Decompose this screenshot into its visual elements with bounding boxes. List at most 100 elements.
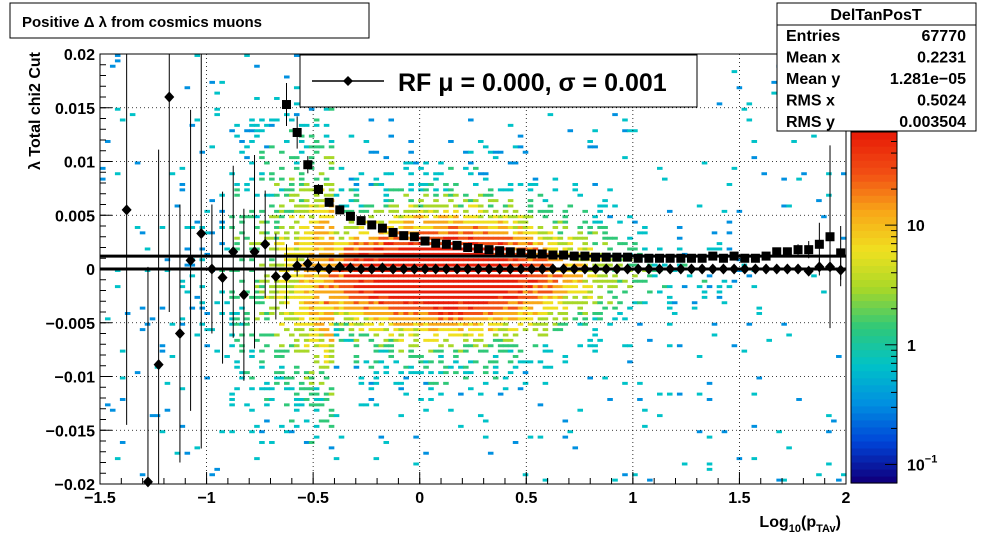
diamond-point bbox=[388, 263, 399, 275]
y-tick-label: −0.015 bbox=[46, 423, 95, 440]
square-point bbox=[697, 253, 707, 263]
diamond-point bbox=[292, 255, 303, 277]
diamond-point bbox=[483, 263, 494, 275]
square-point bbox=[463, 243, 473, 252]
y-tick-label: −0.01 bbox=[55, 370, 96, 387]
diamond-point bbox=[569, 263, 580, 275]
diamond-point bbox=[611, 263, 622, 275]
square-point bbox=[729, 251, 739, 261]
square-point bbox=[495, 246, 505, 256]
diamond-point bbox=[579, 263, 590, 275]
diamond-point bbox=[835, 253, 846, 287]
square-point bbox=[580, 251, 590, 261]
square-point bbox=[484, 245, 494, 255]
square-point bbox=[527, 249, 537, 259]
square-point bbox=[282, 83, 291, 127]
legend-diamond-marker bbox=[343, 76, 353, 86]
x-tick-label: −1.5 bbox=[84, 490, 116, 507]
x-tick-label: 2 bbox=[842, 490, 851, 507]
x-tick-label: 1 bbox=[628, 490, 637, 507]
stats-row-value: 67770 bbox=[922, 28, 967, 45]
diamond-point bbox=[515, 263, 526, 275]
square-point bbox=[324, 197, 334, 207]
diamond-point bbox=[142, 266, 153, 488]
square-point bbox=[388, 227, 398, 237]
diamond-point bbox=[750, 263, 761, 275]
square-point bbox=[292, 116, 302, 149]
diamond-point bbox=[526, 263, 537, 275]
y-axis-label: λ Total chi2 Cut bbox=[27, 51, 44, 170]
x-tick-label: −0.5 bbox=[297, 490, 329, 507]
square-point bbox=[825, 145, 835, 329]
diamond-point bbox=[430, 263, 441, 275]
color-scale-bar: 10 1 10−1 bbox=[850, 131, 937, 484]
square-point bbox=[505, 247, 515, 257]
square-point bbox=[633, 253, 643, 263]
diamond-point bbox=[643, 263, 654, 275]
diamond-point bbox=[547, 263, 558, 275]
diamond-point bbox=[718, 263, 729, 275]
diamond-point bbox=[590, 263, 601, 275]
square-point bbox=[612, 252, 622, 262]
diamond-point bbox=[249, 155, 260, 349]
y-tick-label: 0.02 bbox=[64, 47, 95, 64]
square-point bbox=[718, 253, 728, 263]
x-axis-label: Log10(pTAv) bbox=[759, 514, 841, 535]
diamond-point bbox=[345, 262, 356, 274]
diamond-point bbox=[281, 244, 292, 309]
diamond-point bbox=[334, 261, 345, 273]
diamond-point bbox=[153, 149, 164, 484]
square-point bbox=[537, 249, 547, 259]
diamond-point bbox=[302, 255, 313, 273]
square-point bbox=[303, 156, 313, 174]
color-scale-tick-label: 10−1 bbox=[907, 453, 937, 474]
square-point bbox=[377, 223, 387, 233]
square-point bbox=[569, 251, 579, 261]
diamond-point bbox=[452, 263, 463, 275]
square-point bbox=[623, 252, 633, 262]
square-point bbox=[313, 184, 323, 195]
square-point bbox=[420, 236, 430, 246]
square-point bbox=[452, 240, 462, 250]
color-scale-tick-label: 1 bbox=[907, 338, 916, 355]
square-point bbox=[409, 232, 419, 242]
y-tick-label: 0.015 bbox=[55, 101, 95, 118]
y-tick-label: 0.01 bbox=[64, 155, 95, 172]
stats-row-value: 0.2231 bbox=[917, 50, 966, 67]
title-box bbox=[9, 2, 370, 39]
square-point bbox=[473, 244, 483, 254]
diamond-point bbox=[324, 263, 335, 275]
diamond-point bbox=[782, 263, 793, 275]
x-tick-label: 0.5 bbox=[515, 490, 537, 507]
diamond-point bbox=[697, 263, 708, 275]
diamond-point bbox=[164, 54, 175, 312]
diamond-point bbox=[228, 165, 239, 338]
square-point bbox=[367, 220, 377, 230]
diamond-point bbox=[505, 263, 516, 275]
diamond-point bbox=[473, 263, 484, 275]
diamond-point bbox=[665, 263, 676, 275]
square-point bbox=[644, 253, 654, 263]
diamond-point bbox=[260, 190, 271, 299]
diamond-point bbox=[814, 258, 825, 276]
x-tick-label: 1.5 bbox=[728, 490, 750, 507]
diamond-point bbox=[420, 263, 431, 275]
diamond-point bbox=[398, 263, 409, 275]
square-point bbox=[516, 248, 526, 258]
diamond-point bbox=[356, 263, 367, 275]
diamond-point bbox=[558, 263, 569, 275]
x-tick-label: 0 bbox=[415, 490, 424, 507]
square-point bbox=[793, 244, 803, 256]
diamond-point bbox=[793, 263, 804, 275]
legend-label: RF μ = 0.000, σ = 0.001 bbox=[398, 69, 667, 97]
diamond-point bbox=[686, 263, 697, 275]
diamond-point bbox=[654, 263, 665, 275]
stats-row-name: Mean y bbox=[786, 71, 840, 88]
square-point bbox=[399, 231, 409, 241]
square-point bbox=[591, 252, 601, 262]
diamond-point bbox=[174, 204, 185, 463]
stats-box: DelTanPosT Entries 67770 Mean x 0.2231 Mean … bbox=[776, 2, 977, 132]
profile-markers bbox=[121, 54, 846, 488]
diamond-point bbox=[537, 263, 548, 275]
